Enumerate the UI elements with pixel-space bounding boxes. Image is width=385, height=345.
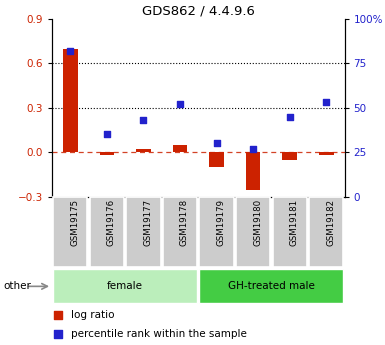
Bar [199, 269, 343, 304]
Text: log ratio: log ratio [71, 310, 114, 321]
Text: GSM19175: GSM19175 [70, 199, 79, 246]
Bar [309, 197, 343, 267]
Bar [209, 152, 224, 167]
Text: GSM19180: GSM19180 [253, 199, 262, 246]
Bar [282, 152, 297, 160]
Bar [246, 152, 260, 190]
Point [55, 313, 61, 318]
Bar [236, 197, 270, 267]
Text: GSM19176: GSM19176 [107, 199, 116, 246]
Bar [90, 197, 124, 267]
Text: GSM19178: GSM19178 [180, 199, 189, 246]
Point [55, 331, 61, 336]
Bar [273, 197, 307, 267]
Bar [53, 269, 197, 304]
Point [140, 118, 146, 123]
Bar [126, 197, 161, 267]
Point [213, 141, 219, 146]
Point [67, 48, 73, 54]
Bar [319, 152, 333, 155]
Title: GDS862 / 4.4.9.6: GDS862 / 4.4.9.6 [142, 5, 255, 18]
Text: percentile rank within the sample: percentile rank within the sample [71, 328, 247, 338]
Text: GH-treated male: GH-treated male [228, 282, 315, 291]
Bar [136, 149, 151, 152]
Text: female: female [107, 282, 143, 291]
Bar [163, 197, 197, 267]
Bar [63, 49, 78, 152]
Point [250, 146, 256, 151]
Text: other: other [4, 282, 32, 291]
Bar [199, 197, 234, 267]
Point [104, 132, 110, 137]
Point [286, 114, 293, 119]
Bar [53, 197, 87, 267]
Text: GSM19179: GSM19179 [216, 199, 226, 246]
Point [177, 101, 183, 107]
Text: GSM19181: GSM19181 [290, 199, 299, 246]
Text: GSM19182: GSM19182 [326, 199, 335, 246]
Point [323, 100, 329, 105]
Bar [172, 145, 187, 152]
Bar [99, 152, 114, 155]
Text: GSM19177: GSM19177 [143, 199, 152, 246]
